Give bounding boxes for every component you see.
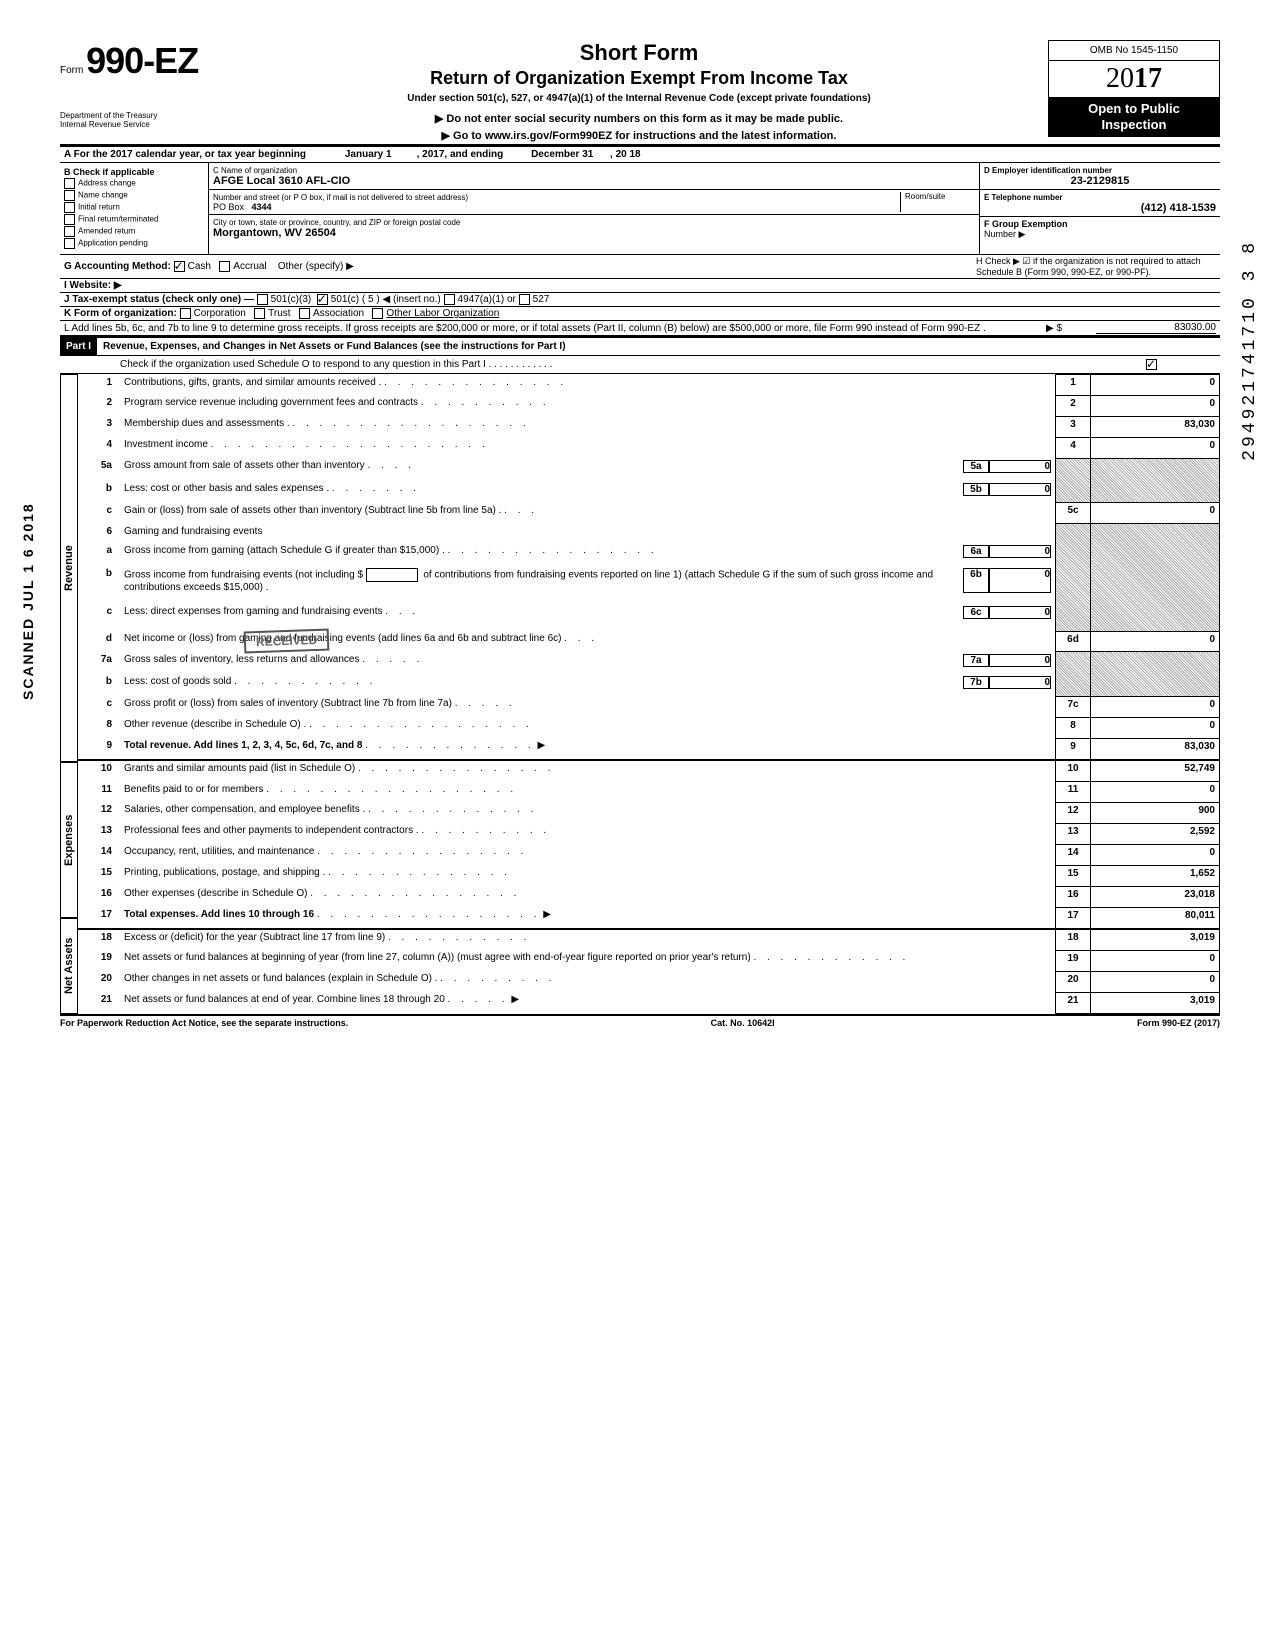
b-label: B Check if applicable <box>64 167 155 177</box>
c-label: C Name of organization <box>213 166 297 175</box>
po-box-value: 4344 <box>252 202 272 212</box>
schedule-o-check: Check if the organization used Schedule … <box>60 356 1220 374</box>
b-option-checkbox[interactable] <box>64 202 75 213</box>
org-name: AFGE Local 3610 AFL-CIO <box>213 175 350 187</box>
4947-checkbox[interactable] <box>444 294 455 305</box>
row-k: K Form of organization: Corporation Trus… <box>60 307 1220 321</box>
netassets-label: Net Assets <box>60 918 78 1014</box>
e-label: E Telephone number <box>984 193 1063 202</box>
cash-checkbox[interactable] <box>174 261 185 272</box>
dept-line2: Internal Revenue Service <box>60 121 230 130</box>
row-g-h: G Accounting Method: Cash Accrual Other … <box>60 255 1220 279</box>
expenses-label: Expenses <box>60 762 78 918</box>
accrual-checkbox[interactable] <box>219 261 230 272</box>
title-note: Under section 501(c), 527, or 4947(a)(1)… <box>240 93 1038 104</box>
row-j: J Tax-exempt status (check only one) — 5… <box>60 293 1220 307</box>
b-option-label: Initial return <box>78 203 120 212</box>
b-option-checkbox[interactable] <box>64 238 75 249</box>
note-instructions: ▶ Go to www.irs.gov/Form990EZ for instru… <box>240 129 1038 142</box>
footer-left: For Paperwork Reduction Act Notice, see … <box>60 1018 348 1028</box>
form-prefix: Form <box>60 65 83 76</box>
tax-year: 2017 <box>1049 61 1219 97</box>
b-option-checkbox[interactable] <box>64 214 75 225</box>
form-header: Form 990-EZ Department of the Treasury I… <box>60 40 1220 142</box>
b-option-label: Application pending <box>78 239 148 248</box>
footer-mid: Cat. No. 10642I <box>711 1018 775 1028</box>
title-main: Short Form <box>240 40 1038 66</box>
document-id: 294921741710 3 8 <box>1240 240 1260 461</box>
open-public: Open to Public <box>1088 101 1180 116</box>
revenue-label: Revenue <box>60 374 78 762</box>
other-checkbox[interactable] <box>372 308 383 319</box>
527-checkbox[interactable] <box>519 294 530 305</box>
street-label: Number and street (or P O box, if mail i… <box>213 193 468 202</box>
title-sub: Return of Organization Exempt From Incom… <box>240 68 1038 89</box>
b-option-label: Address change <box>78 179 136 188</box>
footer-right: Form 990-EZ (2017) <box>1137 1018 1220 1028</box>
b-option-label: Amended return <box>78 227 135 236</box>
omb-number: OMB No 1545-1150 <box>1049 41 1219 61</box>
gross-receipts: 83030.00 <box>1096 322 1216 334</box>
po-box-prefix: PO Box <box>213 202 244 212</box>
row-a: A For the 2017 calendar year, or tax yea… <box>60 146 1220 163</box>
f-label: F Group Exemption <box>984 219 1068 229</box>
room-label: Room/suite <box>900 192 975 212</box>
assoc-checkbox[interactable] <box>299 308 310 319</box>
row-l: L Add lines 5b, 6c, and 7b to line 9 to … <box>60 321 1220 336</box>
b-option-checkbox[interactable] <box>64 190 75 201</box>
501c-checkbox[interactable] <box>317 294 328 305</box>
phone-value: (412) 418-1539 <box>984 202 1216 214</box>
f-label2: Number ▶ <box>984 229 1025 239</box>
d-label: D Employer identification number <box>984 166 1112 175</box>
received-stamp: RECEIVED <box>244 629 330 654</box>
b-option-checkbox[interactable] <box>64 226 75 237</box>
schedule-o-checkbox[interactable] <box>1146 359 1157 370</box>
501c3-checkbox[interactable] <box>257 294 268 305</box>
b-option-label: Name change <box>78 191 128 200</box>
h-text: H Check ▶ ☑ if the organization is not r… <box>976 256 1216 277</box>
city-value: Morgantown, WV 26504 <box>213 227 336 239</box>
scanned-stamp: SCANNED JUL 1 6 2018 <box>20 502 36 700</box>
identification-block: B Check if applicable Address change Name… <box>60 163 1220 255</box>
b-option-label: Final return/terminated <box>78 215 158 224</box>
inspection: Inspection <box>1101 117 1166 132</box>
part1-header: Part I Revenue, Expenses, and Changes in… <box>60 336 1220 356</box>
form-number: 990-EZ <box>86 40 198 81</box>
note-public: ▶ Do not enter social security numbers o… <box>240 112 1038 125</box>
corp-checkbox[interactable] <box>180 308 191 319</box>
trust-checkbox[interactable] <box>254 308 265 319</box>
row-i: I Website: ▶ <box>60 279 1220 293</box>
b-option-checkbox[interactable] <box>64 178 75 189</box>
financial-table: 1Contributions, gifts, grants, and simil… <box>78 374 1220 1014</box>
city-label: City or town, state or province, country… <box>213 218 460 227</box>
ein-value: 23-2129815 <box>984 175 1216 187</box>
footer: For Paperwork Reduction Act Notice, see … <box>60 1016 1220 1028</box>
